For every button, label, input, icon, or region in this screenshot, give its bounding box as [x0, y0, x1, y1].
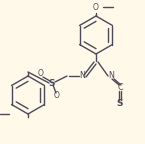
Text: N: N: [108, 72, 114, 80]
Text: S: S: [117, 98, 123, 108]
Text: C: C: [117, 84, 123, 92]
Text: O: O: [54, 91, 60, 101]
Text: N: N: [79, 72, 85, 80]
Text: O: O: [38, 70, 44, 78]
Text: S: S: [49, 78, 55, 88]
Text: O: O: [93, 2, 99, 12]
